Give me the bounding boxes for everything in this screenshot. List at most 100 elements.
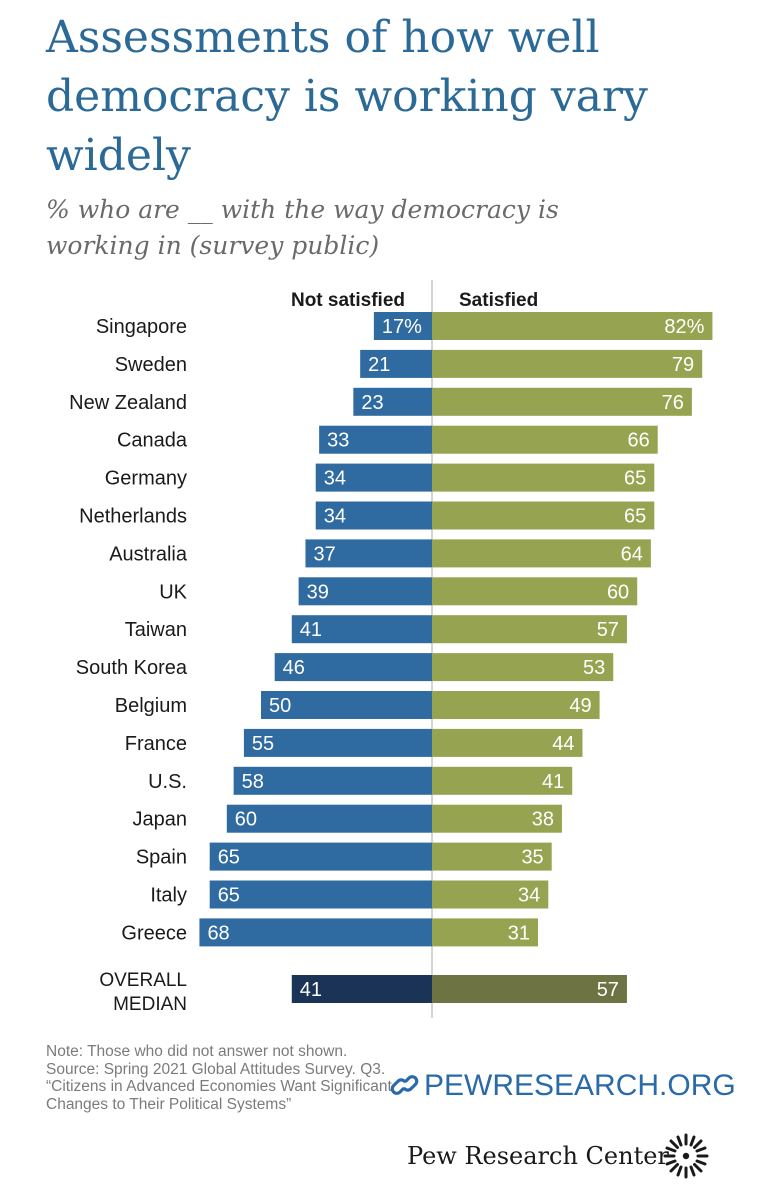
value-label-satisfied: 66 — [627, 430, 649, 452]
value-label-satisfied: 35 — [521, 847, 543, 869]
value-label-satisfied: 38 — [532, 809, 554, 831]
median-value-satisfied: 57 — [597, 979, 619, 1001]
category-label: France — [125, 733, 187, 755]
category-label: New Zealand — [69, 392, 187, 414]
value-label-not-satisfied: 21 — [368, 354, 390, 376]
value-label-not-satisfied: 58 — [242, 771, 264, 793]
pew-logo-icon — [663, 1133, 709, 1179]
bar-satisfied — [432, 577, 638, 606]
legend-satisfied: Satisfied — [459, 290, 538, 311]
value-label-not-satisfied: 33 — [327, 430, 349, 452]
bar-not-satisfied — [261, 691, 432, 719]
bar-not-satisfied — [360, 349, 432, 378]
pew-brand-name: Pew Research Center — [407, 1142, 669, 1170]
chart-notes: Note: Those who did not answer not shown… — [46, 1043, 406, 1113]
bar-satisfied — [432, 539, 651, 568]
legend-not-satisfied: Not satisfied — [291, 290, 405, 311]
bar-satisfied — [432, 387, 692, 416]
value-label-satisfied: 79 — [672, 354, 694, 376]
chart-subtitle: % who are __ with the way democracy is w… — [46, 195, 559, 260]
bar-satisfied — [432, 691, 600, 719]
bar-not-satisfied — [226, 804, 432, 833]
category-label: Netherlands — [79, 506, 187, 528]
median-label-line1: OVERALL — [99, 970, 187, 991]
bar-satisfied — [432, 425, 658, 454]
category-label: Sweden — [115, 354, 187, 376]
value-label-satisfied: 31 — [508, 922, 530, 944]
category-label: Japan — [133, 809, 188, 831]
category-label: Italy — [150, 885, 187, 907]
value-label-satisfied: 65 — [624, 506, 646, 528]
category-label: Australia — [109, 543, 188, 565]
value-label-satisfied: 41 — [542, 771, 564, 793]
category-label: South Korea — [76, 657, 188, 679]
value-label-not-satisfied: 34 — [324, 468, 346, 490]
bar-not-satisfied — [291, 615, 432, 644]
value-label-satisfied: 60 — [607, 581, 629, 603]
bar-not-satisfied — [209, 880, 432, 909]
bar-not-satisfied — [319, 425, 432, 454]
note-text: Note: Those who did not answer not shown… — [46, 1043, 348, 1060]
source-text: Source: Spring 2021 Global Attitudes Sur… — [46, 1060, 386, 1078]
value-label-not-satisfied: 37 — [313, 543, 335, 565]
pew-url-text: PEWRESEARCH.ORG — [424, 1069, 736, 1102]
value-label-satisfied: 53 — [583, 657, 605, 679]
bar-not-satisfied — [298, 577, 432, 606]
median-bar-not-satisfied — [291, 975, 432, 1003]
bar-satisfied — [432, 880, 549, 909]
bar-satisfied — [432, 728, 583, 757]
category-label: Greece — [121, 922, 187, 944]
bar-satisfied — [432, 615, 627, 644]
bar-satisfied — [432, 804, 562, 833]
bar-not-satisfied — [305, 539, 432, 568]
value-label-not-satisfied: 23 — [361, 392, 383, 414]
pew-url-link[interactable]: PEWRESEARCH.ORG — [390, 1066, 736, 1109]
diverging-bar-chart: Not satisfied Satisfied Singapore 17% 82% Swe… — [69, 280, 713, 1018]
bar-not-satisfied — [315, 463, 432, 492]
value-label-satisfied: 44 — [552, 733, 574, 755]
value-label-satisfied: 82% — [664, 316, 704, 338]
report-title-text: “Citizens in Advanced Economies Want Sig… — [46, 1078, 392, 1113]
category-label: Belgium — [115, 695, 187, 717]
category-label: Taiwan — [125, 619, 187, 641]
bar-not-satisfied — [353, 387, 432, 416]
value-label-not-satisfied: 50 — [269, 695, 291, 717]
value-label-not-satisfied: 41 — [300, 619, 322, 641]
category-label: U.S. — [148, 771, 187, 793]
category-label: Singapore — [96, 316, 187, 338]
bar-satisfied — [432, 653, 614, 682]
value-label-not-satisfied: 39 — [307, 581, 329, 603]
value-label-satisfied: 34 — [518, 885, 540, 907]
median-value-not-satisfied: 41 — [300, 979, 322, 1001]
median-label-line2: MEDIAN — [113, 994, 187, 1015]
bar-not-satisfied — [209, 842, 432, 871]
chart-title: Assessments of how well democracy is wor… — [46, 12, 648, 181]
value-label-satisfied: 57 — [597, 619, 619, 641]
value-label-not-satisfied: 34 — [324, 506, 346, 528]
category-label: Canada — [117, 430, 188, 452]
bar-not-satisfied — [373, 312, 432, 340]
bar-satisfied — [432, 463, 655, 492]
value-label-satisfied: 65 — [624, 468, 646, 490]
value-label-satisfied: 64 — [621, 543, 643, 565]
value-label-not-satisfied: 65 — [218, 885, 240, 907]
bar-not-satisfied — [199, 918, 432, 947]
bar-satisfied — [432, 766, 573, 795]
category-label: Germany — [105, 468, 187, 490]
category-label: UK — [159, 581, 187, 603]
value-label-not-satisfied: 60 — [235, 809, 257, 831]
bar-satisfied — [432, 349, 703, 378]
bar-not-satisfied — [243, 728, 432, 757]
bar-not-satisfied — [274, 653, 432, 682]
median-bar-satisfied — [432, 975, 627, 1003]
value-label-not-satisfied: 68 — [207, 922, 229, 944]
value-label-not-satisfied: 65 — [218, 847, 240, 869]
bar-satisfied — [432, 918, 539, 947]
link-icon — [390, 1069, 420, 1109]
value-label-not-satisfied: 46 — [283, 657, 305, 679]
bar-satisfied — [432, 312, 713, 340]
value-label-not-satisfied: 17% — [382, 316, 422, 338]
value-label-satisfied: 49 — [569, 695, 591, 717]
bar-satisfied — [432, 501, 655, 530]
value-label-satisfied: 76 — [662, 392, 684, 414]
